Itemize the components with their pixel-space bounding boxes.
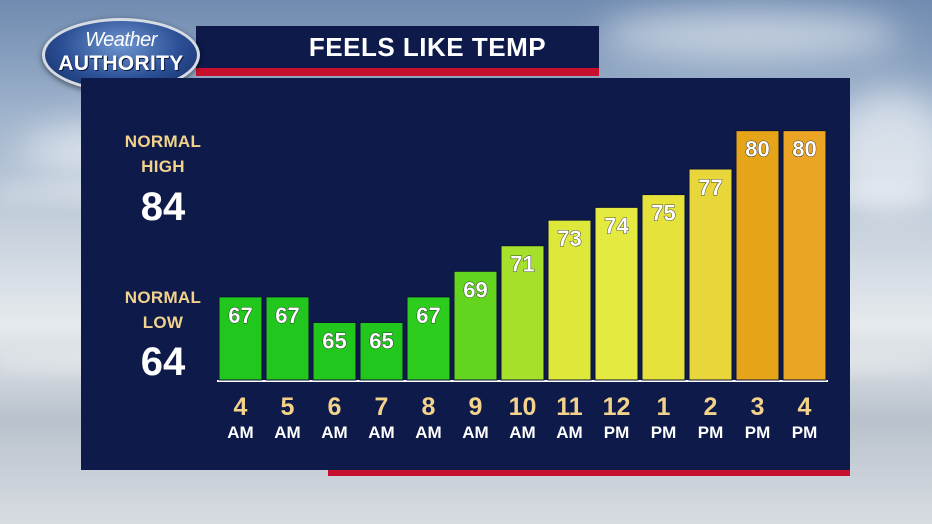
bar-value-label: 75 [651,201,675,226]
bar [312,321,357,381]
bar-value-label: 73 [557,226,581,251]
bar [782,130,827,381]
x-tick-ampm: AM [321,423,347,442]
x-tick-hour: 4 [798,393,812,421]
logo-text-weather: Weather [85,29,157,51]
bar-value-label: 65 [322,328,346,353]
bar [265,296,310,381]
bar-value-label: 65 [369,328,393,353]
x-tick-hour: 9 [469,393,483,421]
bar [453,270,498,381]
x-tick-ampm: PM [745,423,771,442]
x-tick-hour: 6 [328,393,342,421]
normal-low-label-line1: NORMAL [124,288,202,307]
x-tick-hour: 3 [751,393,765,421]
header-accent-stripe [196,68,599,76]
bar [735,130,780,381]
x-tick-hour: 4 [234,393,248,421]
normal-high-label-line1: NORMAL [124,132,202,151]
x-tick-ampm: AM [415,423,441,442]
normal-low-label-line2: LOW [142,313,184,332]
normal-high-label-line2: HIGH [141,157,185,176]
background-cloud [600,10,900,60]
x-tick-ampm: AM [274,423,300,442]
bar [688,168,733,381]
bar-value-label: 74 [604,213,629,238]
x-tick-ampm: AM [227,423,253,442]
x-tick-hour: 5 [281,393,295,421]
x-tick-ampm: PM [792,423,818,442]
chart-title: FEELS LIKE TEMP [308,31,547,62]
bar-value-label: 77 [698,175,722,200]
x-tick-ampm: PM [651,423,677,442]
bar-value-label: 67 [228,303,252,328]
x-tick-hour: 8 [422,393,436,421]
x-tick-hour: 1 [657,393,671,421]
x-tick-ampm: PM [698,423,724,442]
x-tick-ampm: AM [462,423,488,442]
x-tick-ampm: PM [604,423,630,442]
bar [594,206,639,381]
x-tick-hour: 12 [603,393,631,421]
bar-value-label: 67 [416,303,440,328]
x-tick-hour: 10 [509,393,537,421]
logo-text-authority: AUTHORITY [58,52,184,75]
bar-value-label: 71 [510,252,534,277]
bar-value-label: 67 [275,303,299,328]
bar [641,194,686,381]
bar [359,321,404,381]
bar [406,296,451,381]
normal-high-value: 84 [140,185,186,229]
bar [547,219,592,381]
x-tick-hour: 11 [556,393,583,421]
x-tick-ampm: AM [509,423,535,442]
x-tick-ampm: AM [556,423,582,442]
header-bar [196,26,599,68]
x-tick-hour: 2 [704,393,718,421]
x-tick-ampm: AM [368,423,394,442]
normal-low-value: 64 [140,340,186,384]
panel-accent-stripe [328,470,850,476]
bar-value-label: 80 [792,137,816,162]
x-tick-hour: 7 [375,393,389,421]
bar-value-label: 69 [463,277,487,302]
bar [500,245,545,381]
bar-value-label: 80 [745,137,769,162]
bar [218,296,263,381]
